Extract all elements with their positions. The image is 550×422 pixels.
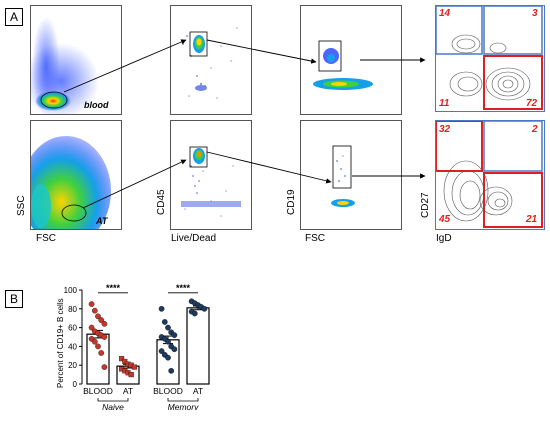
cd45-axis-label: CD45 <box>156 189 167 215</box>
fsc-axis-label-2: FSC <box>305 233 325 244</box>
scatter-at-fsc-ssc <box>30 120 122 230</box>
y-tick-label: 40 <box>68 342 77 351</box>
ssc-axis-label: SSC <box>16 195 27 216</box>
x-category-label: AT <box>193 386 203 396</box>
x-category-label: AT <box>123 386 133 396</box>
quad-blood-ll: 11 <box>439 98 450 109</box>
data-point <box>191 310 198 317</box>
data-point <box>119 356 125 362</box>
significance-stars: **** <box>176 283 191 293</box>
scatter-blood-cd19 <box>300 5 402 115</box>
bar-0 <box>86 333 110 385</box>
x-category-label: BLOOD <box>153 386 183 396</box>
igd-axis-label: IgD <box>436 233 452 244</box>
cd27-axis-label: CD27 <box>420 192 431 218</box>
group-label-naive: Naive <box>102 402 124 410</box>
data-point <box>98 350 105 356</box>
data-point <box>201 305 208 312</box>
group-bracket <box>167 398 199 402</box>
data-point <box>165 338 171 345</box>
data-point <box>165 324 171 331</box>
y-tick-label: 20 <box>68 361 77 370</box>
data-point <box>122 358 128 364</box>
quad-at-ul: 32 <box>439 124 451 135</box>
data-point <box>88 324 95 331</box>
data-point <box>171 346 178 353</box>
data-point <box>158 305 165 312</box>
bar-2 <box>156 339 180 385</box>
data-point <box>161 319 168 325</box>
scatter-blood-fsc-ssc <box>30 5 122 115</box>
data-point <box>88 301 95 307</box>
data-point <box>131 364 137 370</box>
y-tick-label: 80 <box>68 305 77 314</box>
data-point <box>101 364 108 370</box>
data-point <box>168 367 175 374</box>
quad-at-ur: 2 <box>532 124 538 135</box>
scatter-at-cd45 <box>170 120 252 230</box>
panel-a-label: A <box>5 8 23 26</box>
data-point <box>91 338 98 345</box>
scatter-at-cd19 <box>300 120 402 230</box>
tag-blood: blood <box>84 100 109 110</box>
quad-blood-lr: 72 <box>526 98 538 109</box>
x-category-label: BLOOD <box>83 386 113 396</box>
quadrant-plot-at <box>435 120 545 230</box>
data-point <box>165 354 171 361</box>
data-point <box>91 307 98 314</box>
y-tick-label: 100 <box>64 286 78 295</box>
data-point <box>95 313 101 320</box>
quadrant-plot-blood <box>435 5 545 112</box>
scatter-blood-cd45 <box>170 5 252 115</box>
group-label-memory: Memory <box>168 402 199 410</box>
data-point <box>158 348 165 354</box>
live-dead-axis-label: Live/Dead <box>171 233 217 244</box>
data-point <box>95 343 101 350</box>
cd19-axis-label: CD19 <box>286 189 297 215</box>
data-point <box>101 320 108 327</box>
fsc-axis-label-1: FSC <box>36 233 56 244</box>
y-tick-label: 60 <box>68 324 77 333</box>
tag-at: AT <box>96 216 108 226</box>
quad-blood-ur: 3 <box>532 8 538 19</box>
data-point <box>171 332 178 338</box>
quad-at-lr: 21 <box>526 214 538 225</box>
data-point <box>98 317 105 323</box>
group-bracket <box>97 398 129 402</box>
bar-3 <box>186 307 210 385</box>
data-point <box>101 334 108 340</box>
quad-at-ll: 45 <box>439 214 451 225</box>
y-tick-label: 0 <box>73 380 78 389</box>
quad-blood-ul: 14 <box>439 8 451 19</box>
data-point <box>128 372 134 378</box>
bar-chart: 0 20 40 60 80 100 BLOOD AT BLOOD AT Naive Memory ***… <box>64 283 210 410</box>
panel-b-label: B <box>5 290 23 308</box>
significance-stars: **** <box>106 283 121 293</box>
